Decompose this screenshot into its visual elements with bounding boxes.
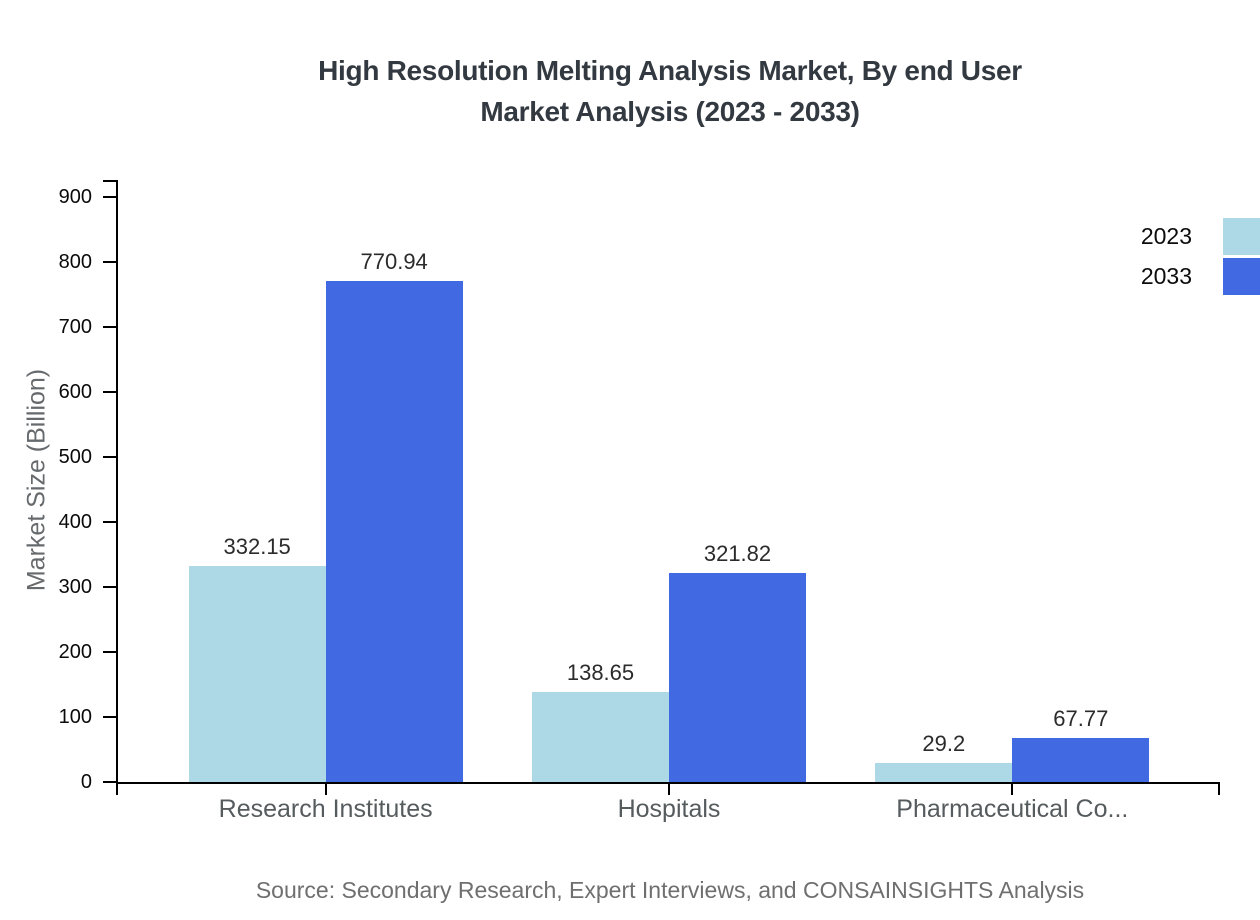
y-tick [103,651,116,653]
category-label: Hospitals [617,795,721,823]
y-tick-label: 800 [58,251,92,273]
chart-title: High Resolution Melting Analysis Market,… [118,50,1222,132]
x-axis-origin-tick [116,784,118,795]
y-axis-line [116,180,118,784]
x-tick [668,784,670,795]
x-axis-line [116,782,1220,784]
y-tick-label: 500 [58,446,92,468]
chart-title-line1: High Resolution Melting Analysis Market,… [318,55,1022,86]
bar-2023 [875,763,1013,782]
bar-2033 [669,572,806,782]
y-tick-label: 300 [58,576,92,598]
category-label: Research Institutes [218,795,433,823]
y-tick-label: 0 [80,771,92,793]
y-tick [103,196,116,198]
bar-2023 [188,566,326,782]
y-tick [103,781,116,783]
y-tick [103,521,116,523]
x-axis-endcap-tick [1218,784,1220,795]
y-tick-label: 700 [58,316,92,338]
y-tick [103,456,116,458]
bar-2033 [1012,737,1150,782]
x-tick [324,784,327,795]
y-tick [103,391,116,393]
value-label: 321.82 [703,540,772,566]
source-note: Source: Secondary Research, Expert Inter… [255,877,1085,903]
legend: 2023 2033 [1141,218,1260,298]
y-tick-label: 600 [58,381,92,403]
y-tick-label: 100 [58,706,92,728]
value-label: 29.2 [922,731,966,757]
y-tick [103,716,116,718]
y-tick [103,586,116,588]
bar-2033 [325,280,463,782]
y-axis-endcap-tick [103,180,116,182]
y-tick [103,261,116,263]
legend-item-2023: 2023 [1141,218,1260,255]
legend-label: 2033 [1140,263,1192,289]
y-tick-label: 200 [58,641,92,663]
y-tick-label: 900 [58,186,92,208]
x-tick [1011,784,1014,795]
bar-2023 [532,691,669,782]
category-label: Pharmaceutical Co... [896,795,1129,823]
value-label: 770.94 [360,248,428,274]
legend-swatch [1223,258,1260,295]
chart-title-line2: Market Analysis (2023 - 2033) [480,96,860,127]
legend-swatch [1223,218,1260,255]
value-label: 67.77 [1053,705,1109,731]
value-label: 332.15 [223,534,291,560]
y-tick-label: 400 [58,511,92,533]
y-tick [103,326,116,328]
legend-item-2033: 2033 [1141,258,1260,295]
legend-label: 2023 [1140,223,1192,249]
value-label: 138.65 [566,659,635,685]
